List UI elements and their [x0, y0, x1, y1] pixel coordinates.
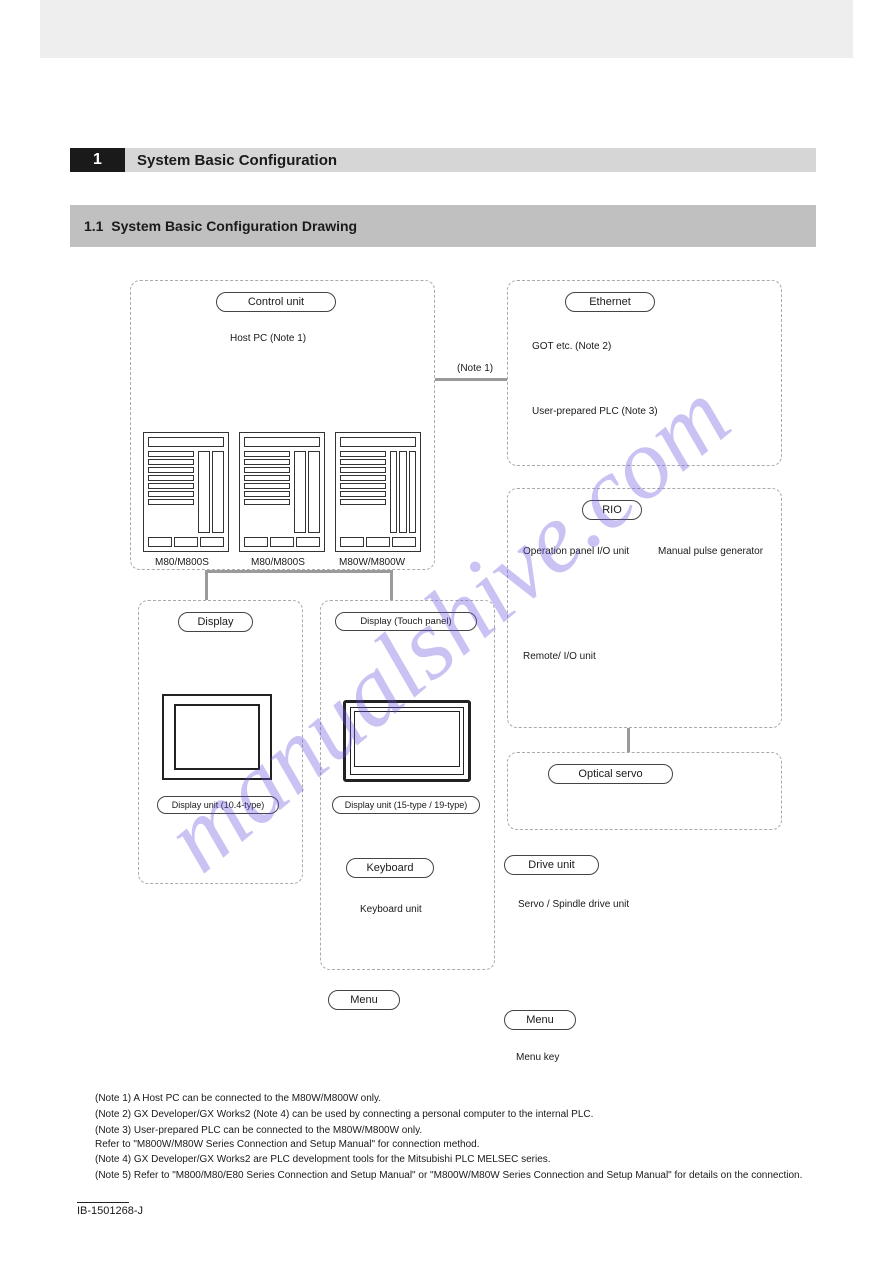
label-keyboard: Keyboard: [346, 858, 434, 878]
panel-label-3: M80W/M800W: [339, 556, 405, 570]
text-host-pc: Host PC (Note 1): [230, 332, 306, 346]
connector-line: [390, 570, 393, 600]
header-band: [40, 0, 853, 58]
page-number: IB-1501268-J: [77, 1202, 143, 1217]
display-unit-15inch-icon: [343, 700, 471, 782]
text-drive-unit: Servo / Spindle drive unit: [518, 898, 698, 912]
label-drive-unit: Drive unit: [504, 855, 599, 875]
label-display: Display: [178, 612, 253, 632]
section-heading: 1.1 System Basic Configuration Drawing: [70, 205, 816, 247]
label-display-touch: Display (Touch panel): [335, 612, 477, 631]
note-4: (Note 4) GX Developer/GX Works2 are PLC …: [95, 1153, 816, 1167]
chapter-heading: 1 System Basic Configuration: [70, 148, 816, 172]
label-rio: RIO: [582, 500, 642, 520]
panel-label-2: M80/M800S: [251, 556, 305, 570]
text-manual-pulse: Manual pulse generator: [658, 545, 768, 559]
chapter-title: System Basic Configuration: [125, 148, 816, 172]
box-rio: [507, 488, 782, 728]
caption-display-15: Display unit (15-type / 19-type): [332, 796, 480, 814]
text-keyboard: Keyboard unit: [360, 903, 422, 917]
panel-drawing-2: [239, 432, 325, 552]
connector-line: [435, 378, 507, 381]
text-plc: User-prepared PLC (Note 3): [532, 405, 658, 419]
panel-label-1: M80/M800S: [155, 556, 209, 570]
label-ethernet: Ethernet: [565, 292, 655, 312]
section-number: 1.1: [84, 218, 103, 234]
note-2: (Note 2) GX Developer/GX Works2 (Note 4)…: [95, 1108, 816, 1122]
label-control-unit: Control unit: [216, 292, 336, 312]
label-optical-servo: Optical servo: [548, 764, 673, 784]
note-3: (Note 3) User-prepared PLC can be connec…: [95, 1124, 816, 1151]
section-title: System Basic Configuration Drawing: [111, 218, 357, 234]
text-got: GOT etc. (Note 2): [532, 340, 611, 354]
text-menu-key: Menu key: [516, 1051, 559, 1065]
connector-line: [627, 728, 630, 752]
label-menu-2: Menu: [504, 1010, 576, 1030]
connector-line: [205, 570, 393, 573]
caption-display-10: Display unit (10.4-type): [157, 796, 279, 814]
note-mark: (Note 1): [457, 363, 493, 374]
note-1: (Note 1) A Host PC can be connected to t…: [95, 1092, 816, 1106]
note-5: (Note 5) Refer to "M800/M80/E80 Series C…: [95, 1169, 816, 1183]
display-unit-10inch-icon: [162, 694, 272, 780]
panel-drawing-3: [335, 432, 421, 552]
panel-drawing-1: [143, 432, 229, 552]
connector-line: [205, 570, 208, 600]
text-op-panel: Operation panel I/O unit: [523, 545, 633, 559]
chapter-number: 1: [70, 148, 125, 172]
text-remote-io: Remote/ I/O unit: [523, 650, 633, 664]
label-menu-1: Menu: [328, 990, 400, 1010]
